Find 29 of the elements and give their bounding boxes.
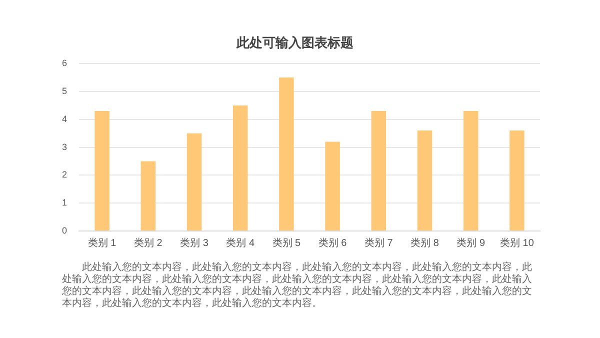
bar [279,78,294,230]
y-tick-label: 5 [62,86,68,96]
bar [325,142,340,230]
y-tick-label: 4 [62,114,68,124]
x-tick-label: 类别 1 [88,236,117,249]
bar [186,133,202,230]
x-tick-label: 类别 8 [410,236,440,249]
bar [232,105,248,230]
bar [140,161,156,230]
bar [510,130,524,230]
x-tick-label: 类别 4 [226,236,255,249]
y-tick-label: 1 [62,198,68,208]
x-tick-label: 类别 2 [134,236,163,249]
y-tick-label: 2 [62,170,68,180]
x-tick-label: 类别 3 [180,236,209,249]
x-tick-label: 类别 6 [318,236,348,249]
chart-title: 此处可输入图表标题 [236,35,354,52]
bar [371,111,386,230]
bar [94,111,110,230]
y-tick-label: 3 [62,142,68,152]
y-tick-label: 6 [62,58,68,68]
y-tick-label: 0 [62,225,68,236]
text: 此处输入您的文本内容，此处输入您的文本内容，此处输入您的文本内容，此处输入您的文本内容，此处输入您的文本内容，此处输入您的文本内容，此处输入您的文本内容，此处输入您的文本内容，此处输入您的文本内容，此处输入您的文本内容，此处输入您的文本内容，此处输入您的文本内容，此处输入您的文本内容，此处输入您的文本内容，此处输入您的文本内容。 [62,262,533,310]
x-tick-label: 类别 7 [364,236,394,249]
x-tick-label: 类别 5 [272,236,302,249]
x-tick-label: 类别 9 [456,236,486,249]
bar [463,111,478,230]
x-tick-label: 类别 10 [500,236,534,249]
bar [417,130,432,230]
